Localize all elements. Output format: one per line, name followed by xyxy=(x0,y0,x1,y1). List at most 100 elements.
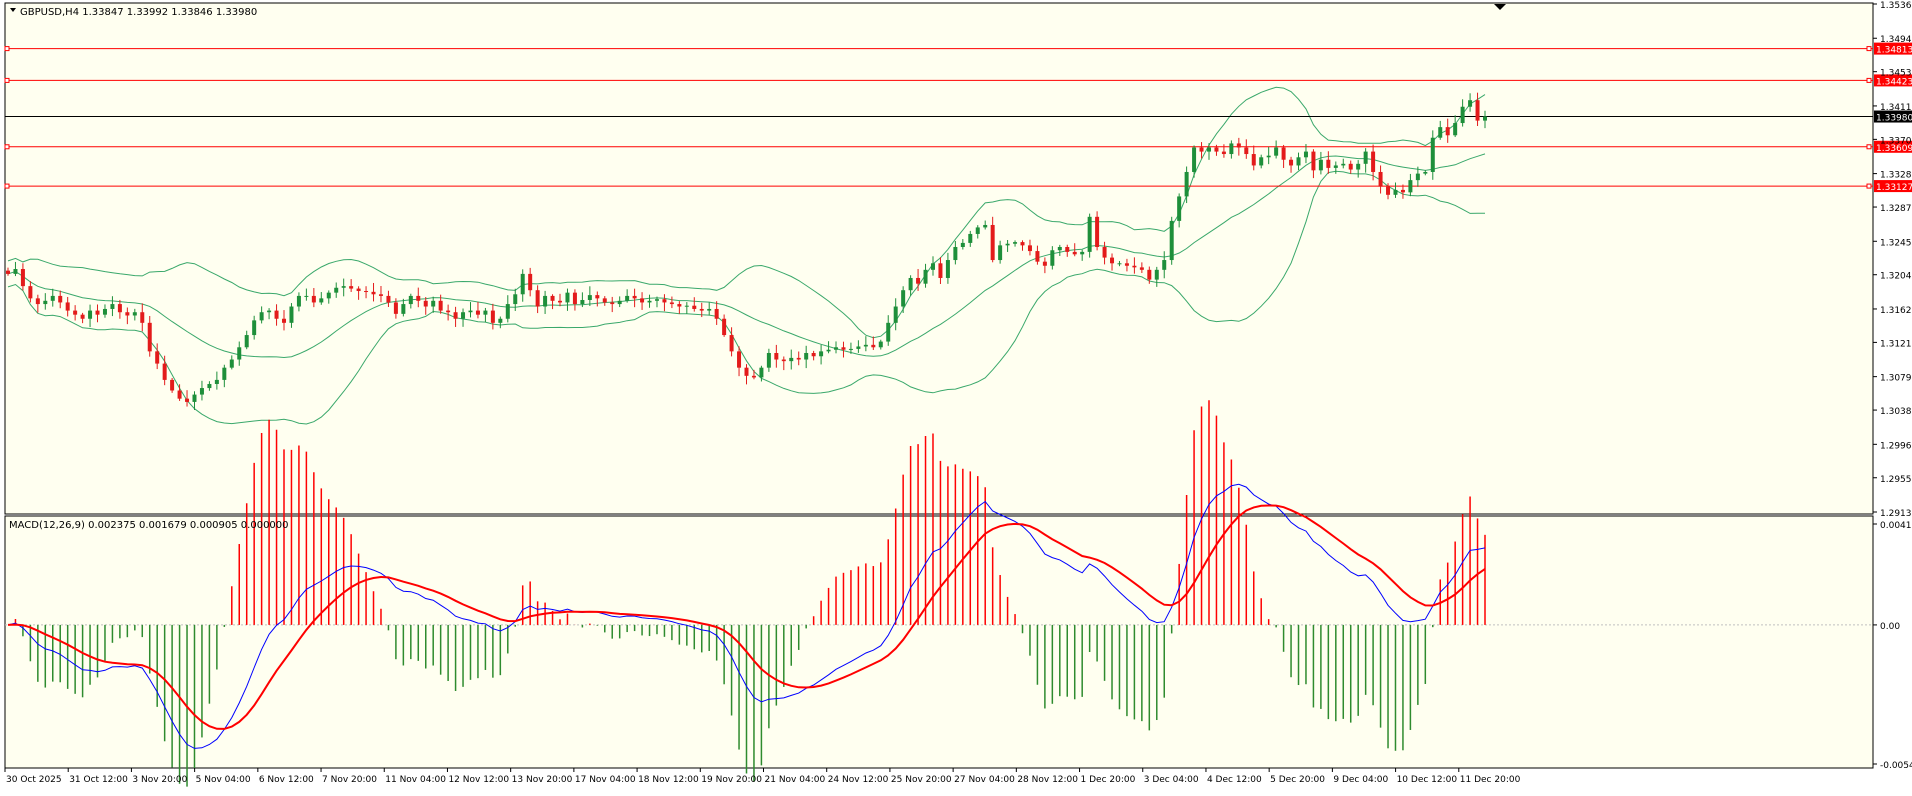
bear-candle[interactable] xyxy=(95,310,100,315)
bull-candle[interactable] xyxy=(1206,147,1211,152)
bull-candle[interactable] xyxy=(237,347,242,360)
bear-candle[interactable] xyxy=(714,308,719,319)
bear-candle[interactable] xyxy=(1289,159,1294,166)
bull-candle[interactable] xyxy=(1087,216,1092,252)
bear-candle[interactable] xyxy=(1445,127,1450,136)
level-handle-right[interactable] xyxy=(1866,77,1872,83)
bull-candle[interactable] xyxy=(930,263,935,270)
bear-candle[interactable] xyxy=(751,375,756,378)
bull-candle[interactable] xyxy=(1341,163,1346,166)
bull-candle[interactable] xyxy=(1296,157,1301,166)
bull-candle[interactable] xyxy=(1393,189,1398,195)
bear-candle[interactable] xyxy=(438,300,443,311)
bear-candle[interactable] xyxy=(125,312,130,316)
bear-candle[interactable] xyxy=(1065,246,1070,252)
bull-candle[interactable] xyxy=(647,300,652,303)
bear-candle[interactable] xyxy=(1378,171,1383,187)
bull-candle[interactable] xyxy=(334,287,339,293)
bull-candle[interactable] xyxy=(431,300,436,307)
bear-candle[interactable] xyxy=(446,310,451,313)
bear-candle[interactable] xyxy=(692,305,697,309)
bear-candle[interactable] xyxy=(1326,159,1331,168)
bear-candle[interactable] xyxy=(453,312,458,319)
bull-candle[interactable] xyxy=(893,306,898,323)
bear-candle[interactable] xyxy=(1311,151,1316,171)
bull-candle[interactable] xyxy=(267,310,272,313)
bull-candle[interactable] xyxy=(804,352,809,360)
level-handle-left[interactable] xyxy=(4,46,10,52)
bull-candle[interactable] xyxy=(960,242,965,247)
bull-candle[interactable] xyxy=(1408,180,1413,193)
bear-candle[interactable] xyxy=(35,298,40,305)
bull-candle[interactable] xyxy=(222,367,227,380)
bull-candle[interactable] xyxy=(1430,137,1435,172)
bull-candle[interactable] xyxy=(1266,155,1271,158)
bull-candle[interactable] xyxy=(259,312,264,321)
bear-candle[interactable] xyxy=(1251,154,1256,166)
bull-candle[interactable] xyxy=(1415,173,1420,181)
bull-candle[interactable] xyxy=(289,306,294,323)
bull-candle[interactable] xyxy=(296,295,301,307)
bull-candle[interactable] xyxy=(319,298,324,303)
bear-candle[interactable] xyxy=(1199,147,1204,152)
bear-candle[interactable] xyxy=(416,295,421,301)
bear-candle[interactable] xyxy=(1281,147,1286,160)
bull-candle[interactable] xyxy=(483,310,488,315)
bull-candle[interactable] xyxy=(923,269,928,284)
bear-candle[interactable] xyxy=(423,300,428,307)
bear-candle[interactable] xyxy=(1386,186,1391,195)
bull-candle[interactable] xyxy=(244,335,249,348)
bull-candle[interactable] xyxy=(1259,157,1264,166)
bear-candle[interactable] xyxy=(1132,265,1137,268)
bear-candle[interactable] xyxy=(282,318,287,323)
bear-candle[interactable] xyxy=(20,269,25,287)
bull-candle[interactable] xyxy=(1229,143,1234,155)
bull-candle[interactable] xyxy=(1169,220,1174,261)
bull-candle[interactable] xyxy=(1483,116,1487,121)
bull-candle[interactable] xyxy=(326,292,331,299)
bear-candle[interactable] xyxy=(602,298,607,303)
bear-candle[interactable] xyxy=(1095,216,1100,247)
bear-candle[interactable] xyxy=(1027,245,1032,252)
bull-candle[interactable] xyxy=(229,359,234,368)
bull-candle[interactable] xyxy=(252,320,257,336)
bear-candle[interactable] xyxy=(80,314,85,319)
level-handle-left[interactable] xyxy=(4,183,10,189)
bear-candle[interactable] xyxy=(1244,147,1249,155)
bull-candle[interactable] xyxy=(826,349,831,352)
bull-candle[interactable] xyxy=(968,233,973,243)
bull-candle[interactable] xyxy=(1423,171,1428,174)
bull-candle[interactable] xyxy=(625,295,630,301)
bull-candle[interactable] xyxy=(759,367,764,378)
bear-candle[interactable] xyxy=(774,352,779,360)
bull-candle[interactable] xyxy=(1192,147,1197,172)
bear-candle[interactable] xyxy=(729,335,734,352)
bull-candle[interactable] xyxy=(908,277,913,291)
bull-candle[interactable] xyxy=(654,299,659,301)
bull-candle[interactable] xyxy=(707,308,712,311)
macd-panel[interactable] xyxy=(4,515,1874,769)
bull-candle[interactable] xyxy=(953,246,958,261)
level-handle-left[interactable] xyxy=(4,77,10,83)
bear-candle[interactable] xyxy=(177,390,182,399)
bull-candle[interactable] xyxy=(1154,269,1159,280)
bear-candle[interactable] xyxy=(632,295,637,299)
bear-candle[interactable] xyxy=(938,263,943,278)
bull-candle[interactable] xyxy=(565,292,570,303)
bull-candle[interactable] xyxy=(901,290,906,307)
bear-candle[interactable] xyxy=(162,363,167,380)
bear-candle[interactable] xyxy=(475,310,480,315)
level-handle-right[interactable] xyxy=(1866,183,1872,189)
bull-candle[interactable] xyxy=(975,227,980,234)
bear-candle[interactable] xyxy=(1221,151,1226,155)
bear-candle[interactable] xyxy=(65,302,70,311)
bull-candle[interactable] xyxy=(110,304,115,309)
bull-candle[interactable] xyxy=(1356,163,1361,170)
bull-candle[interactable] xyxy=(505,304,510,319)
bear-candle[interactable] xyxy=(1214,147,1219,152)
bear-candle[interactable] xyxy=(356,288,361,292)
bull-candle[interactable] xyxy=(998,245,1003,261)
bull-candle[interactable] xyxy=(684,305,689,307)
bull-candle[interactable] xyxy=(834,347,839,350)
bull-candle[interactable] xyxy=(1303,151,1308,158)
